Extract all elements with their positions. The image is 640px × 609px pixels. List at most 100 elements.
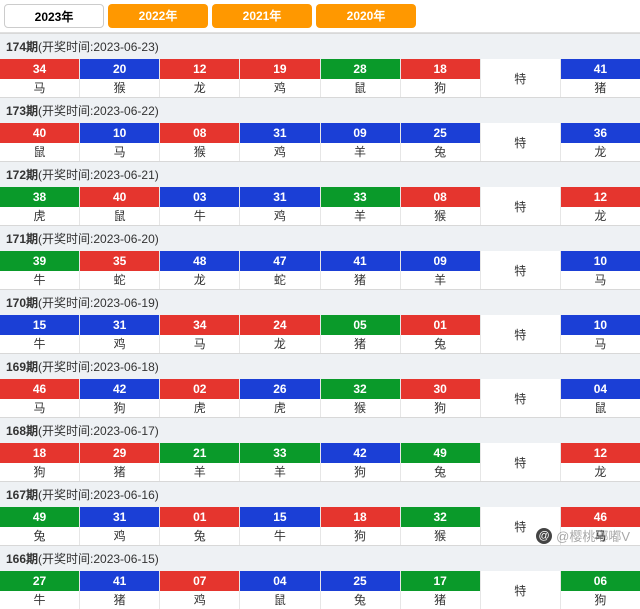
ball-cell: 25兔 xyxy=(320,571,400,609)
ball-number: 03 xyxy=(160,187,239,207)
ball-zodiac: 牛 xyxy=(0,591,79,609)
ball-cell: 21羊 xyxy=(159,443,239,481)
ball-zodiac: 猴 xyxy=(160,143,239,161)
special-number: 36 xyxy=(561,123,640,143)
ball-number: 08 xyxy=(160,123,239,143)
issue-block: 171期(开奖时间:2023-06-20)39牛35蛇48龙47蛇41猪09羊特… xyxy=(0,225,640,289)
ball-zodiac: 牛 xyxy=(160,207,239,225)
ball-zodiac: 猴 xyxy=(321,399,400,417)
special-label-cell: 特 xyxy=(480,443,560,481)
ball-zodiac: 狗 xyxy=(401,79,480,97)
ball-cell: 09羊 xyxy=(400,251,480,289)
ball-number: 31 xyxy=(80,507,159,527)
ball-cell: 40鼠 xyxy=(0,123,79,161)
ball-zodiac: 兔 xyxy=(321,591,400,609)
ball-zodiac: 鸡 xyxy=(160,591,239,609)
ball-number: 09 xyxy=(401,251,480,271)
special-cell: 12龙 xyxy=(560,443,640,481)
ball-zodiac: 羊 xyxy=(160,463,239,481)
number-row: 27牛41猪07鸡04鼠25兔17猪特06狗 xyxy=(0,571,640,609)
ball-number: 25 xyxy=(321,571,400,591)
ball-number: 42 xyxy=(80,379,159,399)
ball-number: 39 xyxy=(0,251,79,271)
ball-zodiac: 猪 xyxy=(80,591,159,609)
ball-cell: 01兔 xyxy=(159,507,239,545)
ball-zodiac: 羊 xyxy=(240,463,319,481)
special-label-cell: 特 xyxy=(480,123,560,161)
ball-cell: 49兔 xyxy=(400,443,480,481)
ball-number: 33 xyxy=(321,187,400,207)
tab-2021年[interactable]: 2021年 xyxy=(212,4,312,28)
special-label-cell: 特 xyxy=(480,571,560,609)
ball-number: 34 xyxy=(160,315,239,335)
ball-zodiac: 兔 xyxy=(401,143,480,161)
ball-cell: 34马 xyxy=(159,315,239,353)
ball-number: 46 xyxy=(0,379,79,399)
ball-number: 26 xyxy=(240,379,319,399)
tab-2023年[interactable]: 2023年 xyxy=(4,4,104,28)
number-row: 38虎40鼠03牛31鸡33羊08猴特12龙 xyxy=(0,187,640,225)
special-number: 10 xyxy=(561,251,640,271)
ball-cell: 40鼠 xyxy=(79,187,159,225)
special-label-cell: 特 xyxy=(480,315,560,353)
special-label-cell: 特 xyxy=(480,507,560,545)
issue-block: 169期(开奖时间:2023-06-18)46马42狗02虎26虎32猴30狗特… xyxy=(0,353,640,417)
number-row: 18狗29猪21羊33羊42狗49兔特12龙 xyxy=(0,443,640,481)
special-cell: 46马 xyxy=(560,507,640,545)
special-label-cell: 特 xyxy=(480,187,560,225)
ball-number: 34 xyxy=(0,59,79,79)
issue-block: 168期(开奖时间:2023-06-17)18狗29猪21羊33羊42狗49兔特… xyxy=(0,417,640,481)
ball-cell: 19鸡 xyxy=(239,59,319,97)
issue-header: 167期(开奖时间:2023-06-16) xyxy=(0,482,640,507)
special-zodiac: 龙 xyxy=(561,207,640,225)
ball-cell: 31鸡 xyxy=(239,187,319,225)
ball-cell: 31鸡 xyxy=(239,123,319,161)
ball-number: 02 xyxy=(160,379,239,399)
ball-zodiac: 狗 xyxy=(0,463,79,481)
ball-cell: 08猴 xyxy=(159,123,239,161)
ball-zodiac: 狗 xyxy=(401,399,480,417)
special-cell: 06狗 xyxy=(560,571,640,609)
ball-zodiac: 鼠 xyxy=(321,79,400,97)
ball-zodiac: 狗 xyxy=(321,527,400,545)
ball-zodiac: 牛 xyxy=(0,335,79,353)
ball-zodiac: 虎 xyxy=(240,399,319,417)
ball-number: 38 xyxy=(0,187,79,207)
ball-cell: 26虎 xyxy=(239,379,319,417)
special-label-cell: 特 xyxy=(480,251,560,289)
ball-cell: 34马 xyxy=(0,59,79,97)
ball-number: 47 xyxy=(240,251,319,271)
number-row: 15牛31鸡34马24龙05猪01兔特10马 xyxy=(0,315,640,353)
ball-number: 40 xyxy=(80,187,159,207)
ball-cell: 32猴 xyxy=(400,507,480,545)
ball-zodiac: 狗 xyxy=(80,399,159,417)
ball-cell: 02虎 xyxy=(159,379,239,417)
ball-zodiac: 龙 xyxy=(160,271,239,289)
issue-block: 174期(开奖时间:2023-06-23)34马20猴12龙19鸡28鼠18狗特… xyxy=(0,33,640,97)
issue-header: 171期(开奖时间:2023-06-20) xyxy=(0,226,640,251)
ball-number: 40 xyxy=(0,123,79,143)
special-number: 06 xyxy=(561,571,640,591)
ball-zodiac: 猴 xyxy=(80,79,159,97)
issue-header: 168期(开奖时间:2023-06-17) xyxy=(0,418,640,443)
ball-number: 12 xyxy=(160,59,239,79)
ball-number: 18 xyxy=(401,59,480,79)
ball-zodiac: 牛 xyxy=(0,271,79,289)
special-cell: 41猪 xyxy=(560,59,640,97)
issue-header: 174期(开奖时间:2023-06-23) xyxy=(0,34,640,59)
ball-cell: 10马 xyxy=(79,123,159,161)
ball-zodiac: 虎 xyxy=(160,399,239,417)
ball-zodiac: 虎 xyxy=(0,207,79,225)
ball-number: 41 xyxy=(321,251,400,271)
special-zodiac: 猪 xyxy=(561,79,640,97)
special-label-cell: 特 xyxy=(480,379,560,417)
special-number: 10 xyxy=(561,315,640,335)
ball-cell: 27牛 xyxy=(0,571,79,609)
tab-2020年[interactable]: 2020年 xyxy=(316,4,416,28)
ball-zodiac: 猪 xyxy=(321,335,400,353)
issue-header: 170期(开奖时间:2023-06-19) xyxy=(0,290,640,315)
ball-cell: 18狗 xyxy=(320,507,400,545)
ball-number: 32 xyxy=(321,379,400,399)
tab-2022年[interactable]: 2022年 xyxy=(108,4,208,28)
ball-cell: 49兔 xyxy=(0,507,79,545)
